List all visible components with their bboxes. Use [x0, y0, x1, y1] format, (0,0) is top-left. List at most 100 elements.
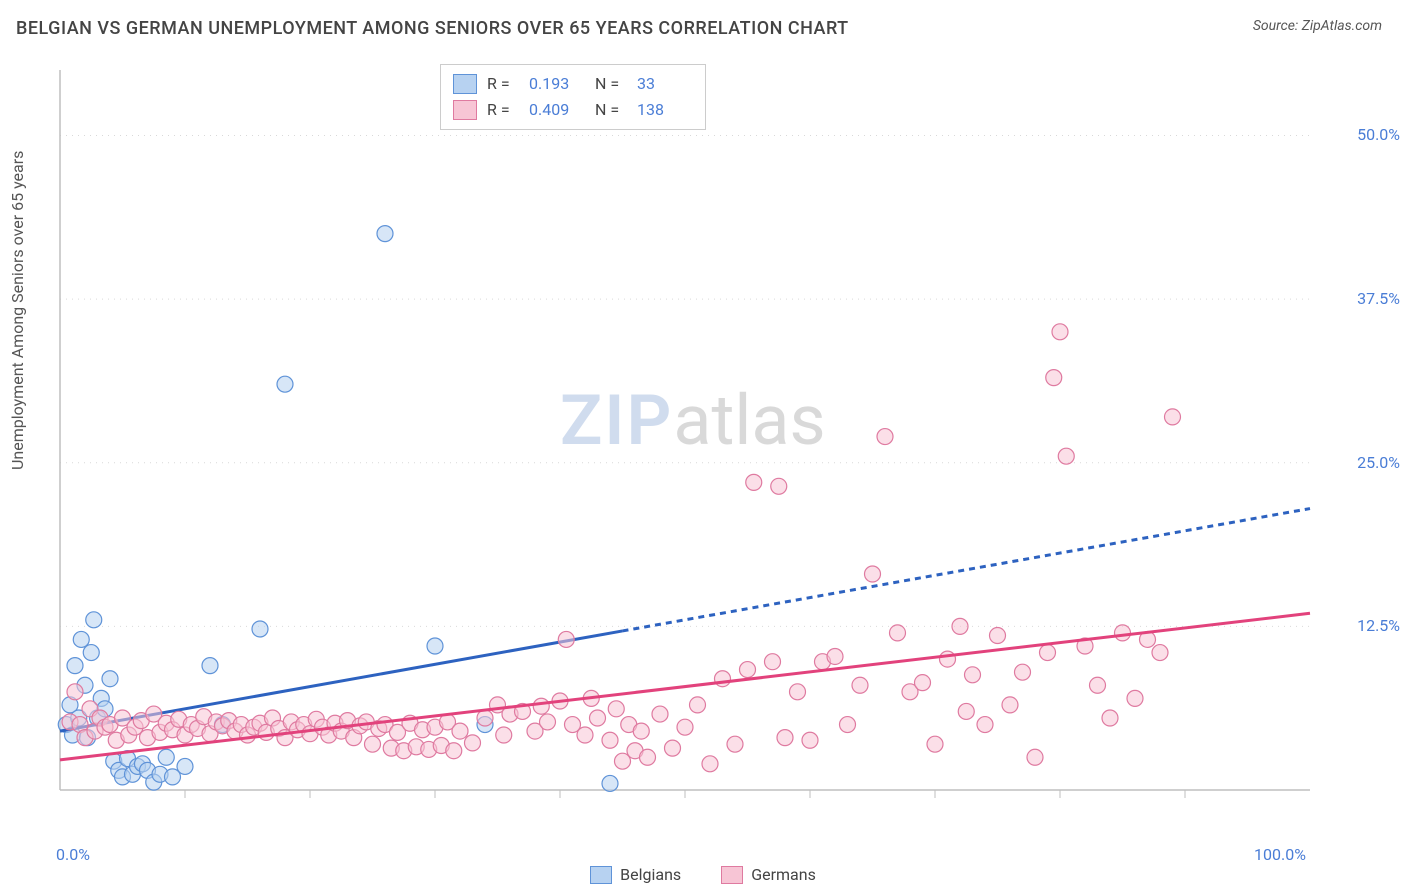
regression-line-extrapolated: [623, 509, 1311, 631]
data-point: [558, 631, 574, 647]
data-point: [590, 710, 606, 726]
stat-n-label: N =: [595, 97, 627, 123]
data-point: [652, 706, 668, 722]
data-point: [877, 429, 893, 445]
data-point: [1152, 645, 1168, 661]
stats-legend: R = 0.193 N = 33 R = 0.409 N = 138: [440, 64, 706, 130]
stat-r-value: 0.193: [529, 71, 585, 97]
legend-item: Belgians: [590, 865, 681, 884]
legend-swatch: [453, 74, 477, 94]
data-point: [890, 625, 906, 641]
data-point: [952, 618, 968, 634]
regression-line: [60, 613, 1310, 760]
data-point: [990, 628, 1006, 644]
legend-swatch: [721, 866, 743, 884]
stat-r-value: 0.409: [529, 97, 585, 123]
data-point: [496, 727, 512, 743]
data-point: [1002, 697, 1018, 713]
data-point: [1115, 625, 1131, 641]
stat-r-label: R =: [487, 71, 519, 97]
data-point: [940, 651, 956, 667]
data-point: [365, 736, 381, 752]
y-tick: 12.5%: [1357, 616, 1400, 635]
data-point: [977, 717, 993, 733]
data-point: [102, 671, 118, 687]
legend-item: Germans: [721, 865, 816, 884]
data-point: [67, 684, 83, 700]
data-point: [1015, 664, 1031, 680]
data-point: [1127, 690, 1143, 706]
data-point: [771, 478, 787, 494]
data-point: [1027, 749, 1043, 765]
stat-n-value: 138: [637, 97, 693, 123]
data-point: [533, 698, 549, 714]
data-point: [840, 717, 856, 733]
chart-svg: [50, 60, 1370, 830]
data-point: [1052, 324, 1068, 340]
data-point: [1040, 645, 1056, 661]
data-point: [465, 735, 481, 751]
data-point: [665, 740, 681, 756]
legend-label: Germans: [751, 865, 816, 884]
data-point: [865, 566, 881, 582]
data-point: [67, 658, 83, 674]
x-tick: 100.0%: [1254, 845, 1306, 864]
data-point: [86, 612, 102, 628]
legend-swatch: [590, 866, 612, 884]
data-point: [1165, 409, 1181, 425]
data-point: [790, 684, 806, 700]
data-point: [740, 662, 756, 678]
data-point: [777, 730, 793, 746]
data-point: [827, 648, 843, 664]
data-point: [158, 749, 174, 765]
stat-n-value: 33: [637, 71, 693, 97]
data-point: [452, 723, 468, 739]
data-point: [927, 736, 943, 752]
scatter-plot: [50, 60, 1370, 830]
data-point: [577, 727, 593, 743]
data-point: [427, 638, 443, 654]
data-point: [958, 703, 974, 719]
data-point: [177, 758, 193, 774]
data-point: [277, 376, 293, 392]
data-point: [702, 756, 718, 772]
series-legend: Belgians Germans: [0, 865, 1406, 884]
data-point: [608, 701, 624, 717]
data-point: [202, 658, 218, 674]
data-point: [377, 226, 393, 242]
legend-label: Belgians: [620, 865, 681, 884]
data-point: [915, 675, 931, 691]
data-point: [802, 732, 818, 748]
data-point: [852, 677, 868, 693]
source-attribution: Source: ZipAtlas.com: [1253, 18, 1382, 34]
data-point: [746, 474, 762, 490]
data-point: [1102, 710, 1118, 726]
stat-r-label: R =: [487, 97, 519, 123]
y-tick: 37.5%: [1357, 289, 1400, 308]
chart-title: BELGIAN VS GERMAN UNEMPLOYMENT AMONG SEN…: [16, 18, 849, 39]
data-point: [446, 743, 462, 759]
data-point: [602, 732, 618, 748]
stats-legend-row: R = 0.409 N = 138: [453, 97, 693, 123]
data-point: [1090, 677, 1106, 693]
data-point: [633, 723, 649, 739]
x-tick: 0.0%: [56, 845, 90, 864]
data-point: [477, 710, 493, 726]
data-point: [73, 631, 89, 647]
y-tick: 25.0%: [1357, 453, 1400, 472]
data-point: [540, 714, 556, 730]
data-point: [1058, 448, 1074, 464]
data-point: [677, 719, 693, 735]
data-point: [602, 775, 618, 791]
y-axis-label: Unemployment Among Seniors over 65 years: [8, 151, 27, 470]
data-point: [252, 621, 268, 637]
data-point: [1046, 370, 1062, 386]
stat-n-label: N =: [595, 71, 627, 97]
data-point: [640, 749, 656, 765]
data-point: [765, 654, 781, 670]
data-point: [83, 645, 99, 661]
stats-legend-row: R = 0.193 N = 33: [453, 71, 693, 97]
data-point: [690, 697, 706, 713]
data-point: [965, 667, 981, 683]
data-point: [727, 736, 743, 752]
